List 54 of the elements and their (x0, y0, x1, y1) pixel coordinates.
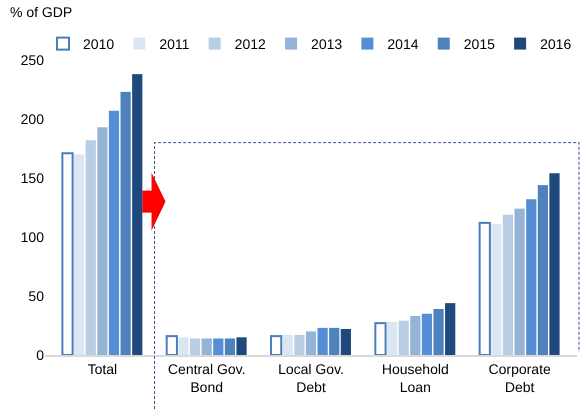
x-tick-label: Total (88, 360, 118, 377)
bar (538, 185, 548, 355)
bar (86, 140, 96, 355)
y-tick-label: 200 (20, 110, 44, 127)
legend-label: 2012 (234, 36, 266, 52)
bar (120, 92, 131, 355)
legend-label: 2015 (464, 36, 496, 52)
y-tick-label: 150 (20, 170, 44, 186)
bar (445, 303, 456, 355)
bar (549, 173, 560, 355)
bar (166, 335, 178, 355)
bar (108, 110, 120, 355)
bar (340, 329, 351, 355)
bar (97, 127, 108, 355)
bar (374, 322, 387, 355)
bar (224, 338, 236, 355)
x-tick-label: Central Gov. Bond (168, 360, 246, 395)
bar (282, 334, 293, 355)
y-axis-title: % of GDP (10, 4, 72, 20)
legend-label: 2011 (159, 36, 190, 52)
y-tick-label: 50 (28, 288, 44, 304)
x-tick-label: Local Gov. Debt (278, 360, 344, 395)
legend-label: 2014 (387, 36, 419, 52)
y-tick-label: 250 (20, 52, 44, 68)
bar (526, 199, 536, 355)
bar (491, 224, 502, 355)
y-tick-label: 100 (20, 228, 44, 245)
bar (202, 338, 212, 355)
legend-label: 2016 (540, 36, 572, 52)
bar (132, 74, 142, 355)
bar (306, 331, 316, 355)
bar (74, 154, 84, 355)
bar (398, 320, 409, 355)
bar (190, 338, 200, 355)
bar (213, 338, 224, 355)
x-tick-label: Household Loan (382, 360, 449, 395)
bar (270, 335, 282, 355)
bar (386, 322, 398, 355)
bar (294, 334, 304, 355)
bar (410, 316, 420, 355)
legend-label: 2010 (83, 36, 114, 52)
bar (478, 222, 491, 355)
bar (422, 314, 432, 355)
x-tick-label: Corporate Debt (488, 360, 551, 395)
legend-label: 2013 (311, 36, 342, 52)
bar (502, 214, 514, 355)
bar (178, 337, 189, 355)
bar (236, 337, 247, 355)
bar (433, 308, 444, 355)
bar (318, 328, 328, 355)
bar (61, 152, 74, 355)
y-tick-label: 0 (36, 346, 44, 363)
bar (514, 208, 525, 355)
bar (329, 328, 340, 355)
